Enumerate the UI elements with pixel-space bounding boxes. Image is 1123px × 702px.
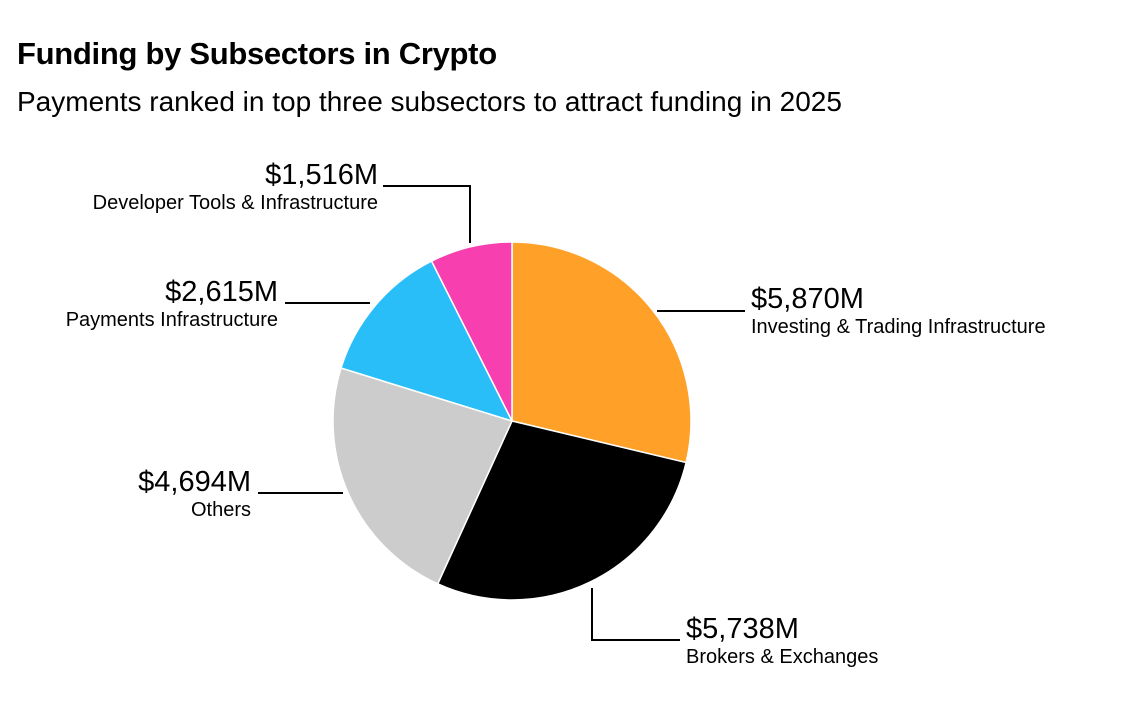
category-label: Investing & Trading Infrastructure	[751, 316, 1046, 338]
category-label: Developer Tools & Infrastructure	[92, 192, 378, 214]
pie-slice-0	[511, 241, 692, 464]
chart-subtitle: Payments ranked in top three subsectors …	[17, 86, 842, 117]
pie-slice-1	[436, 420, 688, 601]
label-payments: $2,615M Payments Infrastructure	[66, 276, 278, 332]
category-label: Others	[190, 499, 251, 521]
pie-slice-3	[340, 260, 514, 423]
leader-line-1	[591, 588, 680, 641]
label-others: $4,694M Others	[138, 466, 251, 522]
label-investing: $5,870M Investing & Trading Infrastructu…	[751, 283, 1046, 339]
value-label: $5,870M	[751, 283, 864, 315]
value-label: $1,516M	[265, 159, 378, 191]
label-developer-tools: $1,516M Developer Tools & Infrastructure	[93, 159, 378, 215]
value-label: $2,615M	[165, 276, 278, 308]
chart-title: Funding by Subsectors in Crypto	[17, 36, 497, 71]
pie-slice-4	[430, 241, 513, 422]
value-label: $5,738M	[686, 613, 799, 645]
label-brokers: $5,738M Brokers & Exchanges	[686, 613, 878, 669]
leader-line-4	[383, 185, 471, 243]
pie-slice-2	[332, 367, 514, 585]
category-label: Payments Infrastructure	[65, 309, 278, 331]
value-label: $4,694M	[138, 466, 251, 498]
category-label: Brokers & Exchanges	[686, 646, 879, 668]
